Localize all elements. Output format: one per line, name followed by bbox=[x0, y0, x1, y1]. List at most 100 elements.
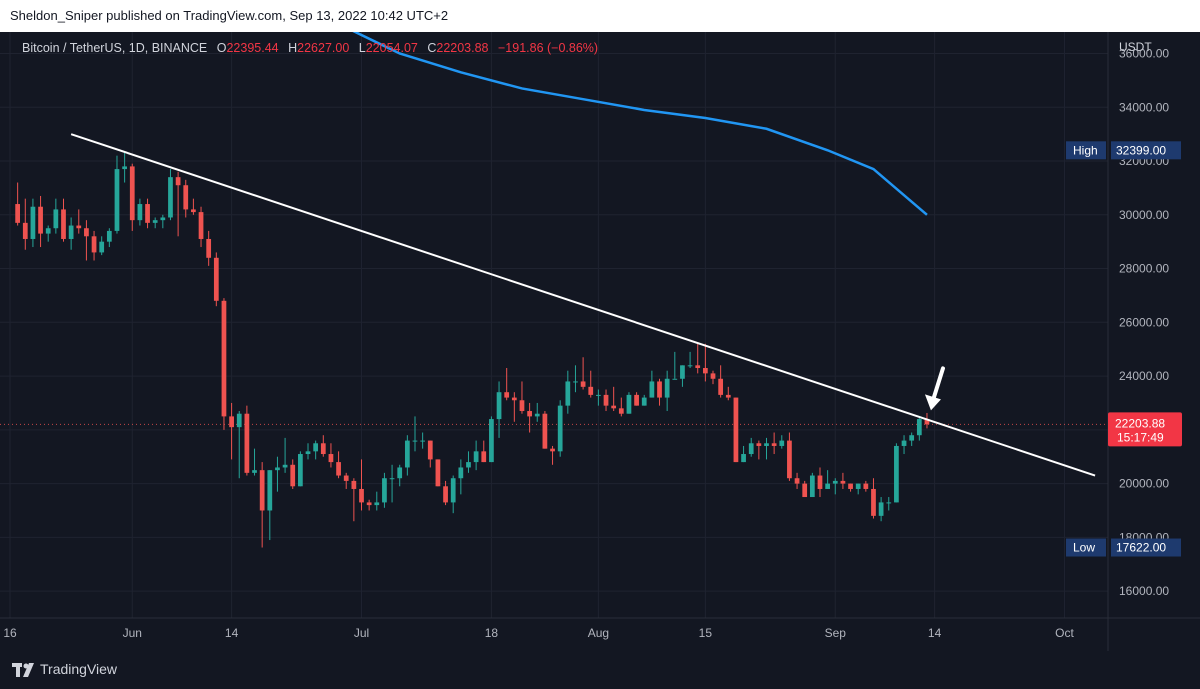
candle bbox=[756, 440, 762, 460]
candle-body bbox=[718, 378, 724, 395]
legend-high: 22627.00 bbox=[297, 41, 350, 55]
candle bbox=[106, 228, 112, 248]
candle-body bbox=[259, 470, 265, 511]
candle-body bbox=[106, 230, 112, 242]
high-tag-value-bg bbox=[1111, 141, 1181, 160]
candle bbox=[175, 171, 181, 237]
candle bbox=[718, 365, 724, 398]
candle bbox=[38, 195, 43, 248]
candle bbox=[473, 440, 479, 471]
legend-symbol: Bitcoin / TetherUS, 1D, BINANCE bbox=[22, 41, 208, 55]
candle-body bbox=[450, 478, 456, 503]
arrow-annotation bbox=[924, 366, 945, 411]
candle-body bbox=[573, 381, 578, 383]
candle-body bbox=[30, 206, 36, 239]
legend-open: 22395.44 bbox=[226, 41, 279, 55]
symbol-legend: Bitcoin / TetherUS, 1D, BINANCE O22395.4… bbox=[22, 41, 598, 55]
high-tag-label: High bbox=[1073, 143, 1098, 157]
candle-body bbox=[229, 416, 234, 428]
candle-body bbox=[61, 209, 66, 239]
candle bbox=[848, 483, 853, 492]
high-tag-label-bg bbox=[1066, 141, 1106, 160]
candle-body bbox=[305, 451, 311, 455]
candle-body bbox=[596, 394, 601, 396]
x-tick-label: Aug bbox=[588, 626, 609, 640]
candle bbox=[168, 169, 173, 221]
price-axis-unit: USDT bbox=[1119, 40, 1152, 54]
candle-body bbox=[397, 467, 403, 479]
candle-body bbox=[152, 220, 158, 223]
candle-body bbox=[702, 368, 708, 374]
candle bbox=[901, 435, 907, 455]
candle-body bbox=[924, 419, 930, 425]
candle bbox=[557, 400, 563, 457]
candle bbox=[710, 370, 716, 385]
low-tag-label-bg bbox=[1066, 538, 1106, 557]
candle bbox=[427, 440, 433, 468]
candle bbox=[114, 155, 120, 234]
low-tag: Low 17622.00 bbox=[1066, 538, 1181, 557]
candle bbox=[534, 402, 540, 422]
arrow-head bbox=[924, 394, 941, 411]
x-tick-label: Jul bbox=[354, 626, 369, 640]
candle-body bbox=[458, 467, 464, 479]
candle-body bbox=[22, 222, 28, 239]
low-tag-label: Low bbox=[1073, 541, 1095, 555]
candle-body bbox=[618, 408, 624, 414]
x-tick-label: Jun bbox=[123, 626, 142, 640]
candle bbox=[382, 472, 387, 508]
candle bbox=[458, 459, 464, 495]
candle bbox=[641, 394, 647, 406]
arrow-shaft bbox=[930, 366, 945, 403]
candle bbox=[420, 432, 426, 449]
candle-body bbox=[298, 454, 303, 487]
price-chart[interactable]: USDT16000.0018000.0020000.0022000.002400… bbox=[0, 32, 1200, 651]
x-tick-label: 16 bbox=[3, 626, 17, 640]
candle-body bbox=[236, 413, 242, 428]
candle bbox=[397, 464, 403, 487]
candle-body bbox=[443, 486, 448, 503]
candle bbox=[809, 472, 815, 498]
candle-body bbox=[404, 440, 410, 468]
candle-body bbox=[145, 204, 150, 223]
candle-body bbox=[542, 413, 548, 449]
candle-body bbox=[198, 212, 204, 239]
candle bbox=[22, 198, 28, 250]
footer-brand[interactable]: TradingView bbox=[40, 661, 118, 677]
candle-body bbox=[496, 392, 502, 420]
legend-change: −191.86 (−0.86%) bbox=[498, 41, 599, 55]
candle bbox=[30, 198, 36, 248]
candle bbox=[909, 432, 915, 446]
candle-body bbox=[374, 502, 380, 506]
candle-body bbox=[76, 225, 82, 229]
candle bbox=[771, 432, 777, 455]
candle-body bbox=[634, 394, 639, 406]
publisher-bar: Sheldon_Sniper published on TradingView.… bbox=[0, 0, 1200, 32]
candle bbox=[122, 152, 127, 183]
candle-body bbox=[282, 464, 288, 468]
candle-body bbox=[359, 488, 364, 503]
candle-body bbox=[909, 435, 915, 441]
candle-body bbox=[99, 241, 105, 253]
candle bbox=[343, 472, 349, 489]
candle bbox=[305, 443, 311, 460]
candle-body bbox=[855, 483, 861, 489]
x-tick-label: 14 bbox=[928, 626, 942, 640]
candle bbox=[221, 298, 227, 430]
candle-body bbox=[427, 440, 433, 460]
candle bbox=[152, 217, 158, 229]
chart-area[interactable]: USDT16000.0018000.0020000.0022000.002400… bbox=[0, 32, 1200, 651]
candle bbox=[320, 435, 326, 457]
candle-body bbox=[825, 483, 830, 489]
candle bbox=[649, 370, 655, 398]
candle-body bbox=[183, 185, 189, 210]
candle bbox=[336, 451, 341, 479]
candle bbox=[634, 392, 639, 406]
candle bbox=[183, 179, 189, 218]
candle bbox=[871, 478, 876, 519]
candle-body bbox=[779, 440, 785, 446]
candle-body bbox=[809, 475, 815, 498]
candle bbox=[680, 365, 685, 387]
candle bbox=[573, 365, 578, 393]
